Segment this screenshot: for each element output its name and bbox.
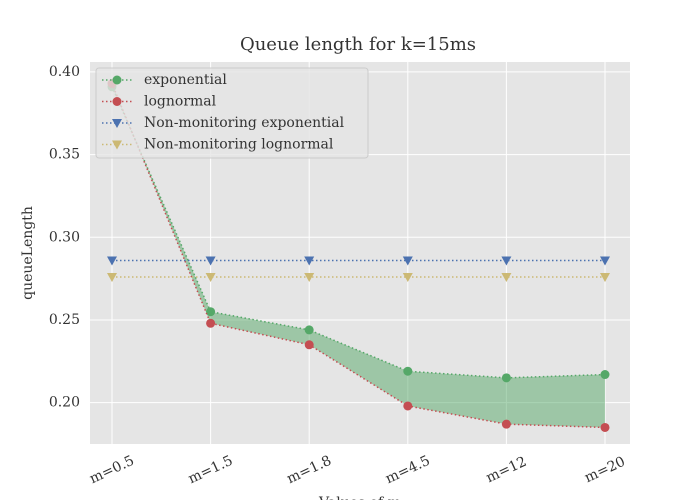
marker [403,366,413,376]
marker [304,256,315,266]
marker [600,256,610,266]
y-axis-label: queueLength [20,206,36,300]
y-tick-label: 0.40 [49,64,80,80]
marker [403,401,413,411]
series-line [111,86,606,379]
y-tick-label: 0.20 [49,395,80,411]
x-tick-label: m=1.5 [186,453,236,487]
legend-marker [112,97,122,106]
chart-title: Queue length for k=15ms [240,34,476,55]
legend-label: exponential [144,72,227,88]
marker [402,272,413,282]
y-tick-label: 0.35 [49,147,80,163]
marker [501,256,512,266]
marker [501,419,511,429]
legend: exponential lognormal Non-monitoring expon… [95,67,369,159]
marker [304,325,314,335]
marker [205,272,216,282]
legend-label: Non-monitoring lognormal [144,137,334,153]
x-tick-label: m=4.5 [383,453,433,487]
legend-marker [112,75,122,85]
x-axis-label: Values of m [318,495,401,500]
marker [600,422,610,432]
legend-marker [112,140,122,150]
marker [501,272,512,282]
x-tick-label: m=0.5 [87,453,137,487]
x-tick-label: m=20 [582,454,628,487]
marker [304,272,315,282]
marker [206,307,216,317]
marker [107,272,117,282]
y-tick-label: 0.25 [49,312,80,328]
marker [501,373,511,383]
series-line [111,83,606,429]
marker [107,256,117,266]
fill-between [112,83,605,428]
marker [206,318,216,328]
marker [304,340,314,350]
y-tick-label: 0.30 [49,229,80,245]
legend-label: lognormal [144,94,217,110]
marker [402,256,413,266]
x-tick-label: m=12 [484,454,530,487]
legend-box [95,67,369,159]
legend-label: Non-monitoring exponential [144,115,345,131]
marker [600,370,610,380]
marker [600,272,610,282]
marker [205,256,216,266]
x-tick-label: m=1.8 [284,453,334,487]
legend-marker [112,119,122,128]
